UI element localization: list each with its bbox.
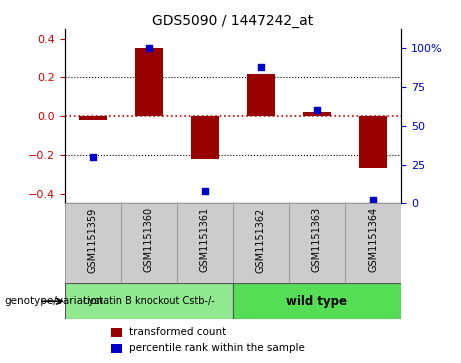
Bar xyxy=(233,203,289,283)
Text: GSM1151360: GSM1151360 xyxy=(144,207,154,272)
Text: GSM1151364: GSM1151364 xyxy=(368,207,378,272)
Bar xyxy=(78,116,106,120)
Bar xyxy=(289,203,345,283)
Text: cystatin B knockout Cstb-/-: cystatin B knockout Cstb-/- xyxy=(83,296,214,306)
Bar xyxy=(65,203,121,283)
Bar xyxy=(65,283,233,319)
Text: GSM1151361: GSM1151361 xyxy=(200,207,210,272)
Text: percentile rank within the sample: percentile rank within the sample xyxy=(129,343,305,354)
Bar xyxy=(359,116,387,168)
Bar xyxy=(121,203,177,283)
Bar xyxy=(111,327,122,337)
Bar xyxy=(233,283,401,319)
Point xyxy=(201,188,208,194)
Point xyxy=(257,64,265,70)
Point xyxy=(89,154,96,160)
Point xyxy=(145,45,152,51)
Title: GDS5090 / 1447242_at: GDS5090 / 1447242_at xyxy=(152,14,313,28)
Text: GSM1151359: GSM1151359 xyxy=(88,207,98,273)
Point xyxy=(313,107,321,113)
Point xyxy=(369,197,377,203)
Text: GSM1151363: GSM1151363 xyxy=(312,207,322,272)
Text: genotype/variation: genotype/variation xyxy=(5,296,104,306)
Bar xyxy=(345,203,401,283)
Text: wild type: wild type xyxy=(286,295,348,308)
Bar xyxy=(191,116,219,159)
Text: GSM1151362: GSM1151362 xyxy=(256,207,266,273)
Bar xyxy=(303,112,331,116)
Bar xyxy=(135,48,163,116)
Text: transformed count: transformed count xyxy=(129,327,226,337)
Bar xyxy=(111,344,122,353)
Bar xyxy=(177,203,233,283)
Bar xyxy=(247,74,275,116)
